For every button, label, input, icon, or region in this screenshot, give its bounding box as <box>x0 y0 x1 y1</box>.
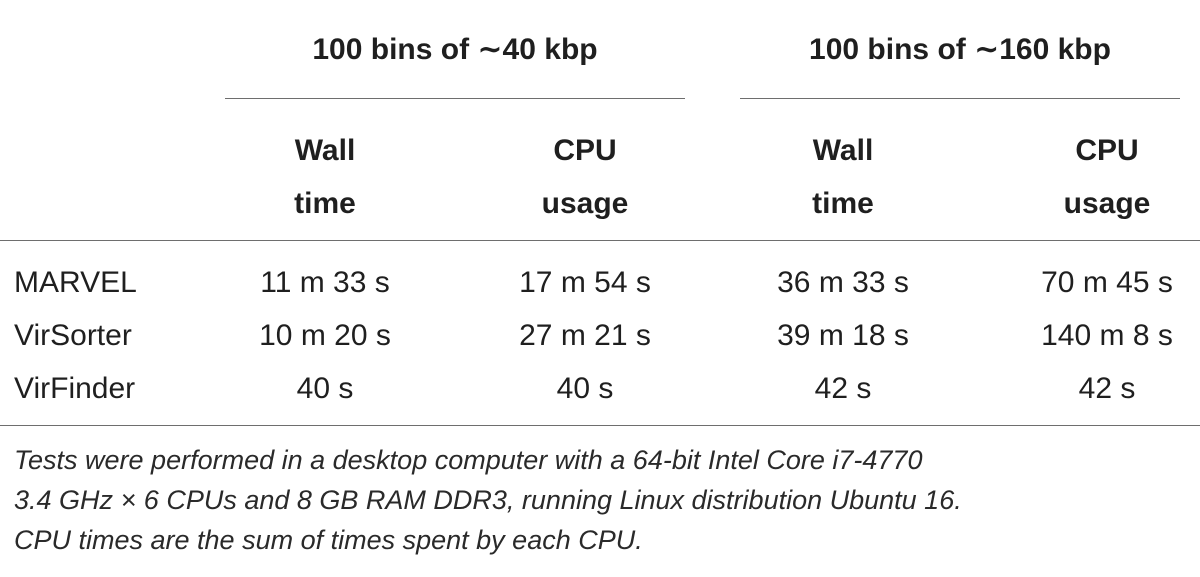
cell-wall-time-160kbp: 39 m 18 s <box>777 319 909 352</box>
cell-wall-time-160kbp: 42 s <box>814 372 872 405</box>
column-header-wall-time-160kbp: Wall time <box>743 124 943 230</box>
column-header-line: CPU <box>1075 134 1139 167</box>
column-header-line: usage <box>541 187 629 220</box>
column-header-cpu-usage-40kbp: CPU usage <box>485 124 685 230</box>
group-rule-160kbp <box>740 98 1180 99</box>
cell-cpu-usage-160kbp: 70 m 45 s <box>1041 266 1173 299</box>
row-label: MARVEL <box>14 266 137 299</box>
footer-rule <box>0 425 1200 426</box>
column-header-line: Wall <box>294 134 356 167</box>
cell-cpu-usage-160kbp: 42 s <box>1078 372 1136 405</box>
column-header-line: Wall <box>812 134 874 167</box>
row-label: VirSorter <box>14 319 132 352</box>
column-header-wall-time-40kbp: Wall time <box>225 124 425 230</box>
cell-cpu-usage-160kbp: 140 m 8 s <box>1041 319 1173 352</box>
column-header-line: usage <box>1063 187 1151 220</box>
cell-cpu-usage-40kbp: 27 m 21 s <box>519 319 651 352</box>
cell-cpu-usage-40kbp: 17 m 54 s <box>519 266 651 299</box>
table-footnote: Tests were performed in a desktop comput… <box>14 440 1186 560</box>
column-header-line: time <box>812 187 874 220</box>
footnote-line: CPU times are the sum of times spent by … <box>14 525 643 555</box>
table-row-virfinder: VirFinder 40 s 40 s 42 s 42 s <box>0 362 1200 415</box>
cell-wall-time-40kbp: 40 s <box>296 372 354 405</box>
footnote-line: 3.4 GHz × 6 CPUs and 8 GB RAM DDR3, runn… <box>14 485 962 515</box>
table-row-marvel: MARVEL 11 m 33 s 17 m 54 s 36 m 33 s 70 … <box>0 256 1200 309</box>
group-header-40kbp: 100 bins of ∼40 kbp <box>312 33 598 66</box>
cell-wall-time-40kbp: 11 m 33 s <box>260 266 390 299</box>
column-header-cpu-usage-160kbp: CPU usage <box>1007 124 1200 230</box>
group-rule-40kbp <box>225 98 685 99</box>
cell-cpu-usage-40kbp: 40 s <box>556 372 614 405</box>
header-rule <box>0 240 1200 241</box>
table-row-virsorter: VirSorter 10 m 20 s 27 m 21 s 39 m 18 s … <box>0 309 1200 362</box>
row-label: VirFinder <box>14 372 136 405</box>
column-header-line: CPU <box>553 134 617 167</box>
column-header-line: time <box>294 187 356 220</box>
group-header-160kbp: 100 bins of ∼160 kbp <box>809 33 1111 66</box>
cell-wall-time-160kbp: 36 m 33 s <box>777 266 909 299</box>
footnote-line: Tests were performed in a desktop comput… <box>14 445 923 475</box>
cell-wall-time-40kbp: 10 m 20 s <box>259 319 391 352</box>
